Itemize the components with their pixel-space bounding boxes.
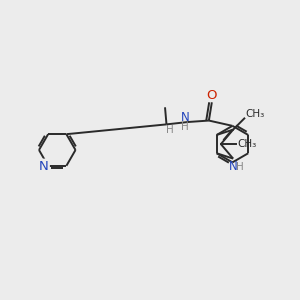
Text: N: N xyxy=(181,111,190,124)
Text: N: N xyxy=(39,160,49,173)
Text: N: N xyxy=(229,160,238,173)
Text: H: H xyxy=(166,125,173,135)
Text: CH₃: CH₃ xyxy=(237,139,256,149)
Text: H: H xyxy=(236,162,244,172)
Text: CH₃: CH₃ xyxy=(246,109,265,119)
Text: O: O xyxy=(207,89,217,102)
Text: H: H xyxy=(182,122,189,132)
